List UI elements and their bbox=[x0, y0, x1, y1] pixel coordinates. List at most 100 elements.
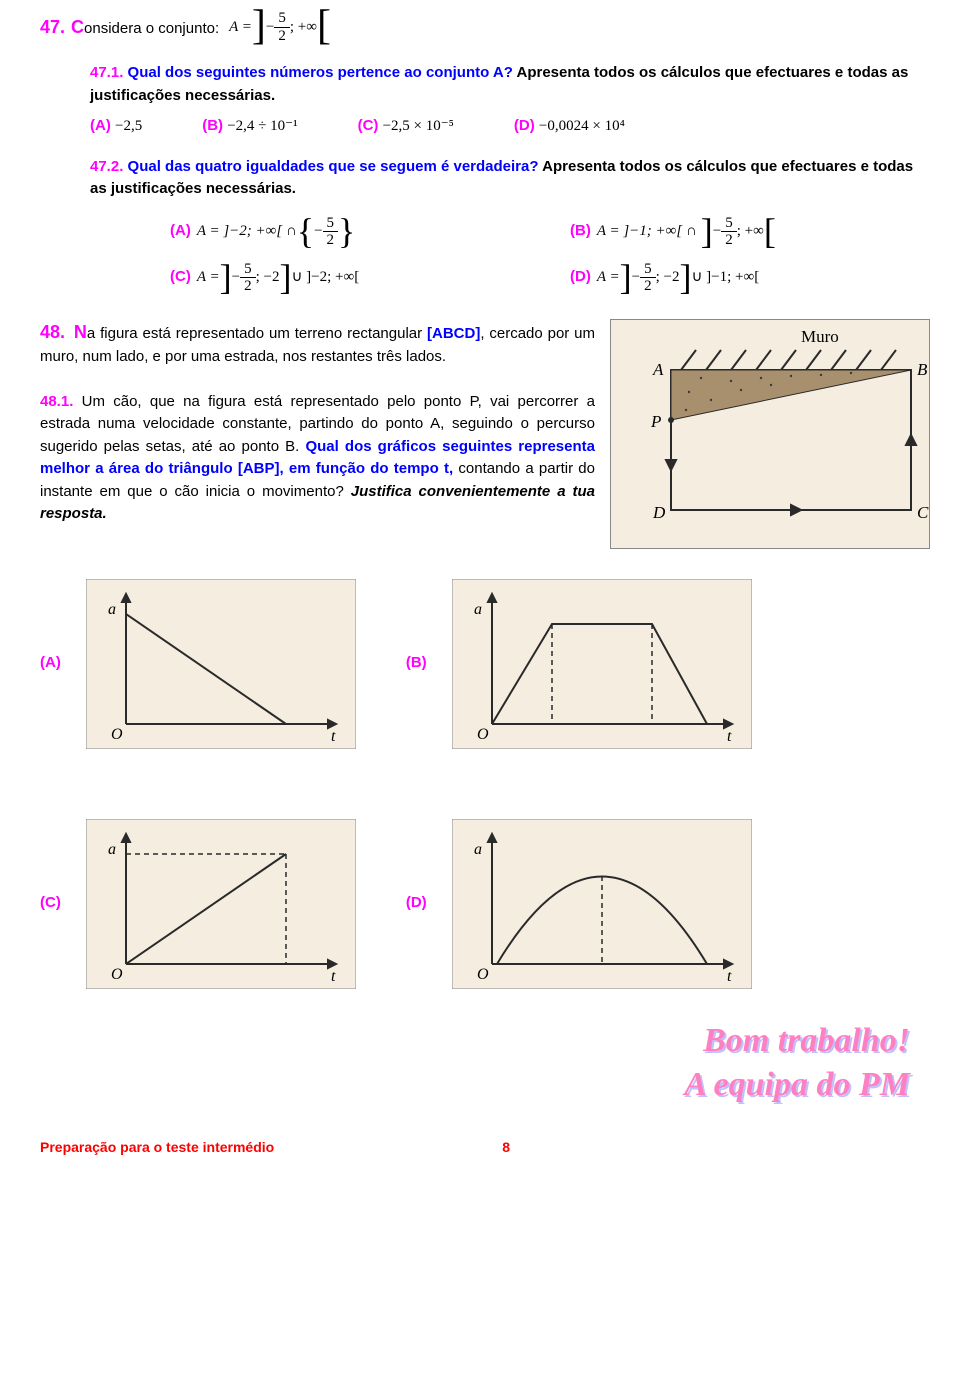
b-n: 5 bbox=[721, 215, 737, 233]
page-footer: Preparação para o teste intermédio 8 bbox=[40, 1137, 930, 1158]
opt-B-label: (B) bbox=[202, 117, 223, 134]
q48-stem: 48. Na figura está representado um terre… bbox=[40, 319, 595, 369]
opt-A-label: (A) bbox=[90, 117, 111, 134]
q47-2-options: (A) A = ]−2; +∞[ ∩ { − 52 } (B) A = ]−1;… bbox=[170, 215, 930, 295]
q47-2-opt-C: (C) A = ] − 52 ; −2 ] ∪ ]−2; +∞[ bbox=[170, 261, 530, 295]
c-d: 2 bbox=[240, 278, 256, 295]
neg-1: − bbox=[266, 16, 274, 39]
b-d: 2 bbox=[721, 232, 737, 249]
q47-lead-letter: C bbox=[71, 17, 84, 37]
rbracket-c-icon: ] bbox=[279, 263, 291, 292]
graph-C-label: (C) bbox=[40, 892, 61, 915]
lbracket-c-icon: ] bbox=[220, 263, 232, 292]
opt-A-val: −2,5 bbox=[115, 118, 142, 134]
d-lhs: A = bbox=[597, 266, 620, 289]
graph-D-svg: a t O bbox=[452, 819, 752, 989]
d-n: 5 bbox=[640, 261, 656, 279]
graph-C-svg: a t O bbox=[86, 819, 356, 989]
frac-d-1: 2 bbox=[274, 28, 290, 45]
footer-page: 8 bbox=[502, 1137, 510, 1158]
opt-B-val: −2,4 ÷ 10⁻¹ bbox=[227, 118, 297, 134]
origin-C: O bbox=[111, 966, 123, 983]
t-axis-D: t bbox=[727, 968, 732, 985]
rbracket-d-icon: ] bbox=[679, 263, 691, 292]
b-neg: − bbox=[713, 220, 721, 243]
q48-1-num: 48.1. bbox=[40, 393, 73, 410]
d-union: ∪ ]−1; +∞[ bbox=[691, 266, 759, 289]
q48-lead: N bbox=[74, 322, 87, 342]
q47-set-def: A = ] − 52 ; +∞ [ bbox=[229, 10, 331, 44]
closing-2: A equipa do PM bbox=[40, 1063, 910, 1107]
t-axis-A: t bbox=[331, 728, 336, 745]
t-axis-B: t bbox=[727, 728, 732, 745]
c-union: ∪ ]−2; +∞[ bbox=[291, 266, 359, 289]
graph-B: (B) a t O bbox=[406, 579, 752, 749]
rbracket-icon: [ bbox=[764, 217, 776, 246]
q47-2-number: 47.2. bbox=[90, 158, 123, 175]
closing: Bom trabalho! A equipa do PM bbox=[40, 1019, 910, 1107]
q48-num: 48. bbox=[40, 322, 65, 342]
d-d: 2 bbox=[640, 278, 656, 295]
t-axis-C: t bbox=[331, 968, 336, 985]
rbrace-icon: } bbox=[338, 217, 355, 246]
graph-A: (A) a t O bbox=[40, 579, 356, 749]
c-lhs: A = bbox=[197, 266, 220, 289]
opt-C-val: −2,5 × 10⁻⁵ bbox=[383, 118, 454, 134]
q48: 48. Na figura está representado um terre… bbox=[40, 319, 930, 549]
footer-left: Preparação para o teste intermédio bbox=[40, 1137, 274, 1158]
a-n: 5 bbox=[323, 215, 339, 233]
rest-1: ; +∞ bbox=[290, 16, 317, 39]
d-neg: − bbox=[632, 266, 640, 289]
lbracket-icon: ] bbox=[701, 217, 713, 246]
q47-2-opt-A: (A) A = ]−2; +∞[ ∩ { − 52 } bbox=[170, 215, 530, 249]
q47-2-opt-B: (B) A = ]−1; +∞[ ∩ ] − 52 ; +∞ [ bbox=[570, 215, 930, 249]
q47-2: 47.2. Qual das quatro igualdades que se … bbox=[90, 156, 930, 295]
a-axis-A: a bbox=[108, 601, 116, 618]
q47-1-number: 47.1. bbox=[90, 64, 123, 81]
label-C: C bbox=[917, 503, 929, 522]
q48-1: 48.1. Um cão, que na figura está represe… bbox=[40, 391, 595, 526]
q47-2-opt-D: (D) A = ] − 52 ; −2 ] ∪ ]−1; +∞[ bbox=[570, 261, 930, 295]
q47-1-text-a: Qual dos seguintes números pertence ao c… bbox=[128, 64, 513, 81]
a-lhs: A = ]−2; +∞[ ∩ bbox=[197, 220, 297, 243]
label-P: P bbox=[650, 412, 661, 431]
q47-lead-rest: onsidera o conjunto: bbox=[84, 20, 219, 37]
frac-n-1: 5 bbox=[274, 10, 290, 28]
label-A: A bbox=[652, 360, 664, 379]
label-D: D bbox=[652, 503, 666, 522]
a-axis-C: a bbox=[108, 841, 116, 858]
origin-B: O bbox=[477, 726, 489, 743]
q48-graph-options: (A) a t O (B) bbox=[40, 579, 930, 989]
origin-D: O bbox=[477, 966, 489, 983]
lbracket-d-icon: ] bbox=[620, 263, 632, 292]
c-n: 5 bbox=[240, 261, 256, 279]
q48-text-a: a figura está representado um terreno re… bbox=[87, 325, 427, 342]
opt-C-label: (C) bbox=[358, 117, 379, 134]
q47-1-options: (A) −2,5 (B) −2,4 ÷ 10⁻¹ (C) −2,5 × 10⁻⁵… bbox=[90, 115, 930, 138]
lbrace-icon: { bbox=[297, 217, 314, 246]
q47-header: 47. Considera o conjunto: A = ] − 52 ; +… bbox=[40, 10, 930, 44]
q47-num-text: 47. bbox=[40, 17, 65, 37]
a-axis-D: a bbox=[474, 841, 482, 858]
label-B: B bbox=[917, 360, 928, 379]
left-bracket-icon: ] bbox=[252, 10, 266, 44]
c-mid: ; −2 bbox=[256, 266, 280, 289]
graph-B-svg: a t O bbox=[452, 579, 752, 749]
q47-1: 47.1. Qual dos seguintes números pertenc… bbox=[90, 62, 930, 138]
a-axis-B: a bbox=[474, 601, 482, 618]
q47-A-eq: A = bbox=[229, 16, 252, 39]
d-mid: ; −2 bbox=[656, 266, 680, 289]
a-neg: − bbox=[314, 220, 322, 243]
b-rest: ; +∞ bbox=[737, 220, 764, 243]
c-neg: − bbox=[232, 266, 240, 289]
opt-D-label: (D) bbox=[514, 117, 535, 134]
graph-C: (C) a t O bbox=[40, 819, 356, 989]
terrain-diagram: Muro bbox=[610, 319, 930, 549]
a-d: 2 bbox=[323, 232, 339, 249]
right-bracket-icon: [ bbox=[317, 10, 331, 44]
q48-diagram: Muro bbox=[610, 319, 930, 549]
q47-2-text-a: Qual das quatro igualdades que se seguem… bbox=[128, 158, 539, 175]
graph-D-label: (D) bbox=[406, 892, 427, 915]
graph-A-label: (A) bbox=[40, 652, 61, 675]
b-lhs: A = ]−1; +∞[ ∩ bbox=[597, 220, 697, 243]
